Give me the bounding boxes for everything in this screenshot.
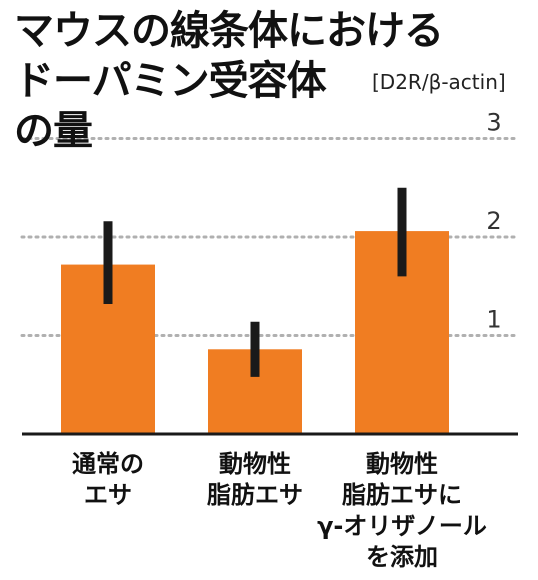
chart-title: マウスの線条体における ドーパミン受容体 の量 <box>14 6 519 156</box>
x-label-3-line-1: 動物性 <box>366 450 438 478</box>
x-label-2-line-2: 脂肪エサ <box>207 481 303 509</box>
x-label-3-line-4: を添加 <box>366 543 438 571</box>
y-tick-labels: 1 2 3 <box>486 109 501 334</box>
chart-title-line-2: ドーパミン受容体 <box>14 58 327 104</box>
x-label-1-line-1: 通常の <box>72 450 144 478</box>
y-tick-label-2: 2 <box>486 207 501 235</box>
y-axis-unit-label: [D2R/β-actin] <box>372 70 506 94</box>
y-tick-label-1: 1 <box>486 306 501 334</box>
x-label-2-line-1: 動物性 <box>219 450 291 478</box>
chart-title-line-3: の量 <box>14 108 93 154</box>
x-label-3-line-3: γ-オリザノール <box>317 512 487 540</box>
y-tick-label-3: 3 <box>486 109 501 137</box>
x-label-3-line-2: 脂肪エサに <box>342 481 462 509</box>
error-bars <box>103 187 407 377</box>
chart-title-line-1: マウスの線条体における <box>14 8 444 54</box>
x-label-1-line-2: エサ <box>84 481 132 509</box>
